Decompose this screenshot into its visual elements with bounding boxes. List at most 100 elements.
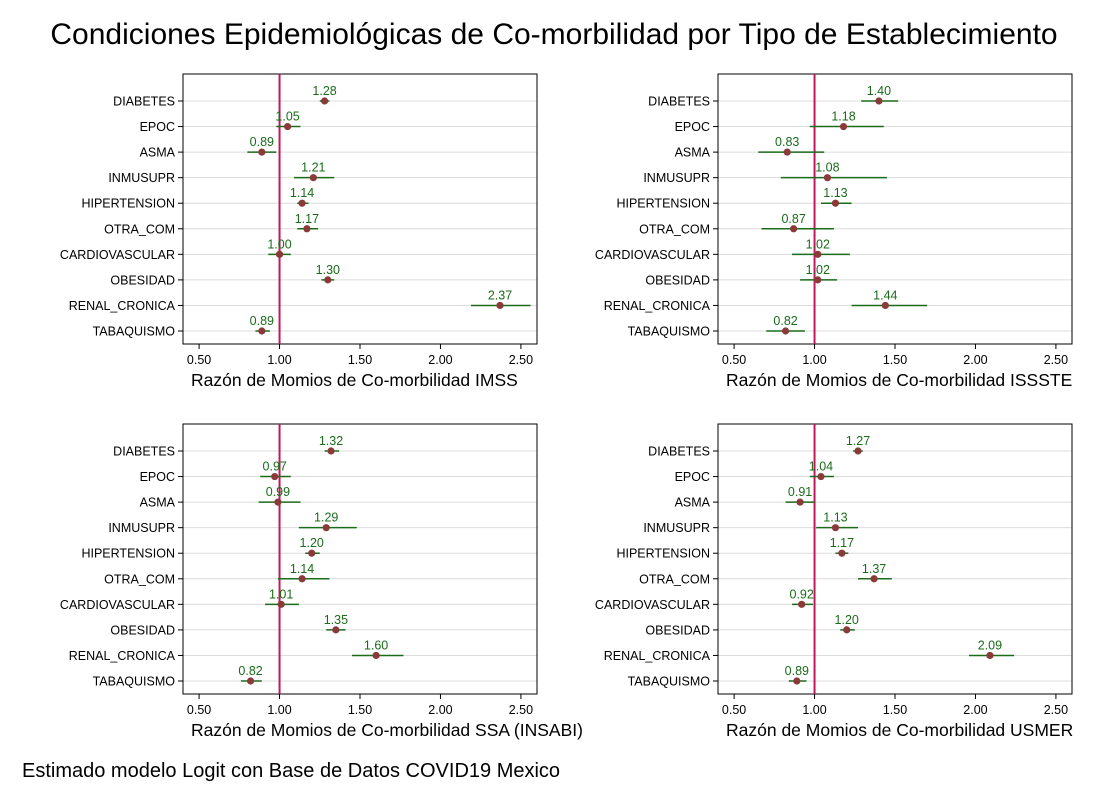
estimate-point (781, 327, 790, 335)
category-label: HIPERTENSION (81, 197, 175, 211)
value-label: 1.37 (862, 562, 886, 576)
x-tick-label: 2.00 (428, 703, 452, 717)
x-axis-label: Razón de Momios de Co-morbilidad ISSSTE (726, 370, 1072, 390)
category-label: OBESIDAD (110, 273, 175, 287)
category-label: RENAL_CRONICA (604, 299, 711, 313)
category-label: OTRA_COM (104, 222, 175, 236)
estimate-point (823, 174, 832, 182)
estimate-point (790, 225, 798, 233)
estimate-point (327, 447, 335, 455)
category-label: ASMA (140, 496, 176, 510)
estimate-point (309, 174, 317, 182)
x-tick-label: 2.00 (428, 353, 452, 367)
x-tick-label: 0.50 (722, 353, 746, 367)
value-label: 1.18 (831, 110, 855, 124)
category-label: TABAQUISMO (93, 325, 176, 339)
estimate-point (986, 651, 994, 660)
category-label: EPOC (675, 120, 710, 134)
x-tick-label: 1.50 (883, 353, 907, 367)
estimate-point (271, 472, 279, 481)
x-tick-label: 1.50 (348, 703, 372, 717)
category-label: OTRA_COM (639, 222, 710, 236)
value-label: 1.14 (290, 186, 314, 200)
estimate-point (275, 250, 284, 258)
x-tick-label: 1.50 (883, 703, 907, 717)
category-label: HIPERTENSION (616, 197, 710, 211)
category-label: CARDIOVASCULAR (60, 248, 175, 262)
value-label: 1.04 (809, 460, 833, 474)
category-label: RENAL_CRONICA (69, 299, 176, 313)
estimate-point (258, 148, 266, 156)
estimate-point (372, 651, 380, 660)
category-label: CARDIOVASCULAR (595, 248, 710, 262)
x-axis-label: Razón de Momios de Co-morbilidad SSA (IN… (191, 720, 583, 740)
value-label: 1.02 (806, 263, 830, 277)
category-label: HIPERTENSION (616, 547, 710, 561)
category-label: OTRA_COM (639, 572, 710, 586)
estimate-point (308, 549, 316, 557)
category-label: INMUSUPR (108, 521, 175, 535)
plot-frame (182, 423, 538, 695)
value-label: 2.09 (978, 638, 1002, 652)
category-label: OBESIDAD (645, 623, 710, 637)
category-label: TABAQUISMO (628, 675, 711, 689)
value-label: 2.37 (488, 288, 512, 302)
plot-frame (182, 73, 538, 345)
estimate-point (298, 199, 306, 207)
estimate-point (298, 575, 306, 583)
estimate-point (246, 677, 255, 685)
estimate-point (881, 301, 889, 310)
value-label: 0.89 (785, 664, 809, 678)
panel-2: 0.50 1.00 1.50 2.00 2.50 Razón de Momios de C… (595, 73, 1073, 390)
estimate-point (324, 276, 332, 284)
x-tick-label: 1.50 (348, 353, 372, 367)
value-label: 1.20 (300, 536, 324, 550)
value-label: 1.20 (835, 613, 859, 627)
estimate-point (870, 575, 878, 583)
category-label: OBESIDAD (645, 273, 710, 287)
value-label: 1.13 (823, 186, 847, 200)
category-label: RENAL_CRONICA (604, 649, 711, 663)
value-label: 1.02 (806, 237, 830, 251)
value-label: 1.44 (873, 288, 897, 302)
x-tick-label: 2.50 (509, 353, 533, 367)
estimate-point (831, 524, 840, 532)
estimate-point (277, 600, 285, 608)
estimate-point (321, 97, 329, 105)
estimate-point (817, 472, 825, 481)
value-label: 1.32 (319, 434, 343, 448)
category-label: ASMA (140, 146, 176, 160)
category-label: EPOC (675, 470, 710, 484)
estimate-point (283, 122, 292, 131)
estimate-point (875, 97, 883, 105)
value-label: 0.91 (788, 485, 812, 499)
value-label: 1.01 (269, 587, 293, 601)
x-tick-label: 0.50 (187, 703, 211, 717)
x-tick-label: 2.00 (963, 353, 987, 367)
value-label: 0.82 (773, 314, 797, 328)
x-tick-label: 2.50 (509, 703, 533, 717)
x-tick-label: 1.00 (802, 703, 826, 717)
estimate-point (814, 250, 822, 258)
value-label: 1.30 (316, 263, 340, 277)
panel-1: 0.50 1.00 1.50 2.00 2.50 Razón de Momios de C… (60, 73, 538, 390)
category-label: CARDIOVASCULAR (60, 598, 175, 612)
category-label: RENAL_CRONICA (69, 649, 176, 663)
panel-4: 0.50 1.00 1.50 2.00 2.50 Razón de Momios de C… (595, 423, 1073, 740)
estimate-point (796, 498, 804, 506)
category-label: INMUSUPR (108, 171, 175, 185)
estimate-point (322, 524, 330, 532)
x-axis-label: Razón de Momios de Co-morbilidad USMER (726, 720, 1073, 740)
value-label: 1.21 (301, 161, 325, 175)
category-label: ASMA (675, 146, 711, 160)
category-label: DIABETES (648, 95, 710, 109)
value-label: 1.05 (275, 110, 299, 124)
value-label: 0.89 (250, 314, 274, 328)
category-label: DIABETES (648, 445, 710, 459)
x-tick-label: 1.00 (802, 353, 826, 367)
figure-title: Condiciones Epidemiológicas de Co-morbil… (50, 18, 1058, 51)
value-label: 0.99 (266, 485, 290, 499)
estimate-point (831, 199, 840, 207)
value-label: 0.92 (790, 587, 814, 601)
category-label: OTRA_COM (104, 572, 175, 586)
